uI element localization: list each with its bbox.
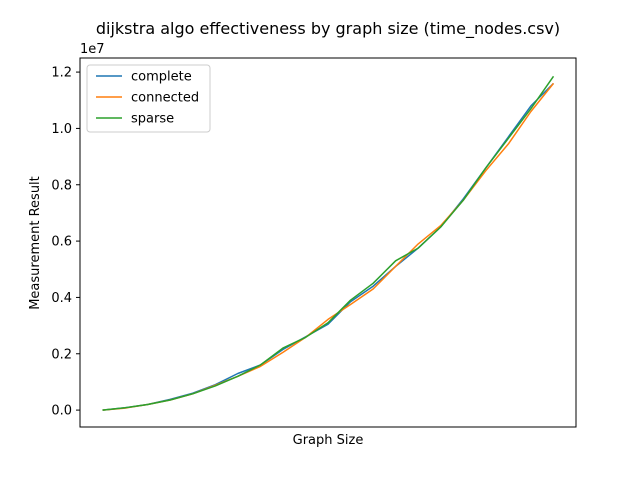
y-tick-label: 1.2 bbox=[51, 66, 72, 81]
legend-label-connected: connected bbox=[131, 91, 199, 106]
y-tick-label: 1.0 bbox=[51, 122, 72, 137]
legend: complete connected sparse bbox=[86, 64, 211, 133]
y-tick-label: 0.0 bbox=[51, 404, 72, 419]
series-lines bbox=[102, 75, 555, 411]
y-tick-label: 0.6 bbox=[51, 235, 72, 250]
y-tick-label: 0.4 bbox=[51, 291, 72, 306]
legend-label-sparse: sparse bbox=[131, 112, 174, 127]
y-tick-label: 0.8 bbox=[51, 178, 72, 193]
y-axis-ticks: 0.0 0.2 0.4 0.6 0.8 1.0 1.2 bbox=[51, 66, 80, 419]
legend-box bbox=[86, 64, 211, 133]
plot-frame bbox=[79, 57, 577, 428]
y-tick-label: 0.2 bbox=[51, 347, 72, 362]
legend-label-complete: complete bbox=[131, 70, 192, 85]
series-line-sparse bbox=[102, 75, 555, 411]
x-axis-label: Graph Size bbox=[293, 433, 364, 448]
y-offset-label: 1e7 bbox=[80, 42, 105, 57]
chart-title: dijkstra algo effectiveness by graph siz… bbox=[96, 19, 560, 39]
y-axis-label: Measurement Result bbox=[28, 176, 43, 310]
